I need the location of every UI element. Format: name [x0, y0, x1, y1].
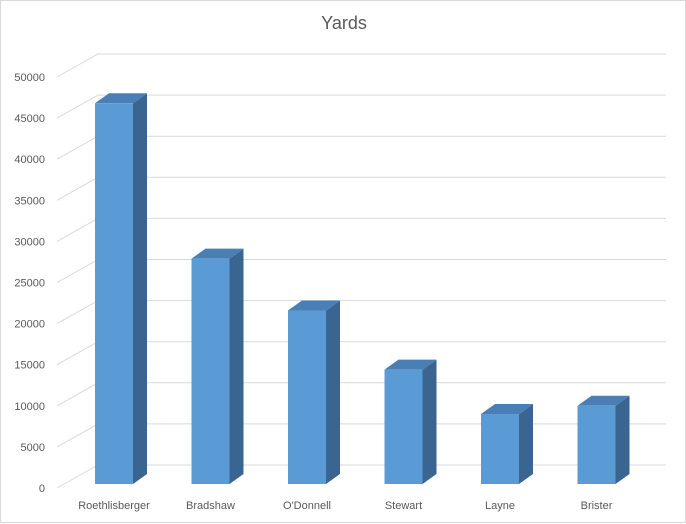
- gridline: [56, 300, 666, 325]
- bar: [384, 359, 437, 484]
- gridlines: [56, 53, 666, 489]
- bar-top: [384, 359, 437, 370]
- gridline: [56, 135, 666, 160]
- gridline: [56, 94, 666, 119]
- bar: [577, 395, 630, 484]
- y-tick-label: 35000: [14, 195, 45, 207]
- y-tick-label: 25000: [14, 278, 45, 290]
- bar-front: [95, 103, 133, 484]
- gridline: [56, 176, 666, 201]
- bar-side: [615, 395, 630, 484]
- chart-title: Yards: [321, 13, 367, 33]
- bar-side: [519, 404, 533, 484]
- bar-top: [95, 93, 147, 104]
- bar-front: [191, 258, 230, 484]
- bar-side: [422, 359, 437, 484]
- x-tick-label: Layne: [485, 500, 515, 512]
- gridline: [56, 217, 666, 242]
- bar-side: [229, 248, 244, 484]
- bar-front: [384, 369, 423, 484]
- bar: [288, 300, 340, 484]
- bar: [95, 93, 147, 484]
- y-tick-label: 0: [39, 483, 45, 495]
- y-tick-label: 45000: [14, 113, 45, 125]
- gridline: [56, 382, 666, 407]
- gridline: [56, 464, 666, 489]
- bar-top: [191, 248, 244, 259]
- x-tick-label: Bradshaw: [186, 500, 235, 512]
- bars: [95, 93, 630, 484]
- gridline: [56, 53, 666, 78]
- x-tick-label: Roethlisberger: [78, 500, 150, 512]
- x-tick-label: Stewart: [385, 500, 422, 512]
- bar-top: [288, 300, 340, 311]
- x-tick-label: Brister: [581, 500, 613, 512]
- x-axis-tick-labels: Roethlisberger Bradshaw O'Donnell Stewart La…: [78, 500, 613, 512]
- bar-front: [288, 310, 326, 484]
- bar: [481, 404, 533, 484]
- y-tick-label: 50000: [14, 72, 45, 84]
- bar-front: [481, 414, 519, 484]
- x-tick-label: O'Donnell: [283, 500, 331, 512]
- bar-side: [326, 300, 340, 484]
- y-tick-label: 15000: [14, 360, 45, 372]
- bar-top: [577, 395, 630, 406]
- y-tick-label: 40000: [14, 154, 45, 166]
- gridline: [56, 259, 666, 283]
- y-tick-label: 30000: [14, 236, 45, 248]
- bar-top: [481, 404, 533, 415]
- y-axis-tick-labels: 0 5000 10000 15000 20000 25000 30000 35000 40000…: [14, 72, 45, 495]
- y-tick-label: 20000: [14, 319, 45, 331]
- gridline: [56, 341, 666, 366]
- bar-side: [133, 93, 147, 484]
- bar-front: [577, 405, 616, 484]
- bar: [191, 248, 244, 484]
- y-tick-label: 5000: [21, 442, 45, 454]
- gridline: [56, 423, 666, 448]
- y-tick-label: 10000: [14, 401, 45, 413]
